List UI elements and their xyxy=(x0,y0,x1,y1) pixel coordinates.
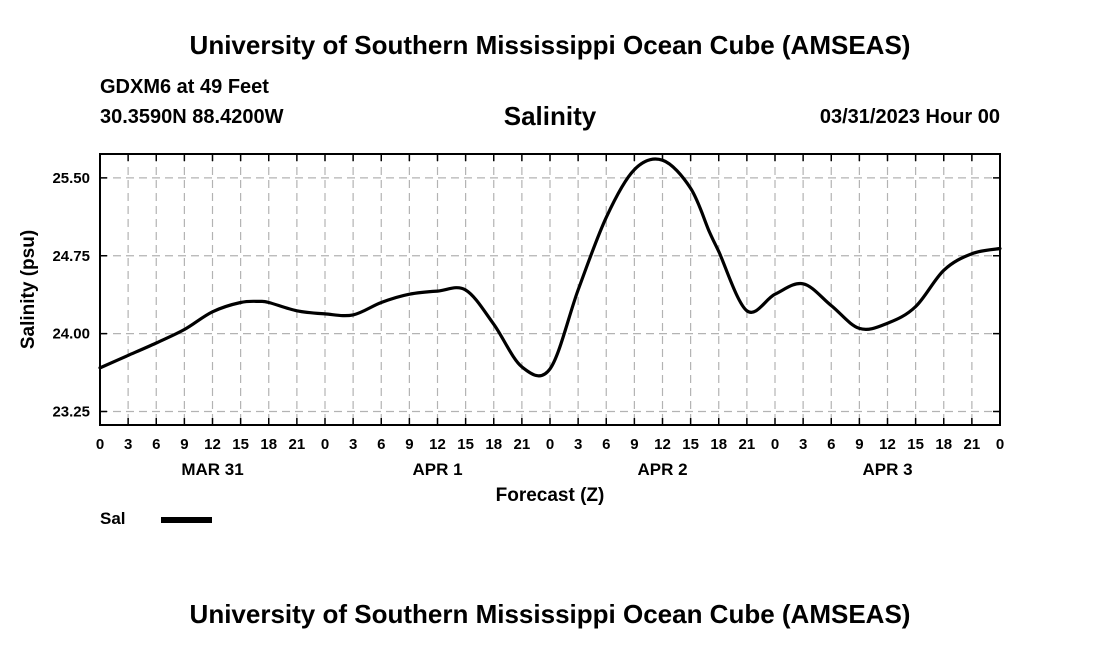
day-label: MAR 31 xyxy=(181,460,243,479)
y-axis-title: Salinity (psu) xyxy=(18,230,39,349)
x-tick-label: 0 xyxy=(96,436,104,453)
x-tick-label: 18 xyxy=(710,436,727,453)
series-line-sal xyxy=(98,157,1002,378)
day-label: APR 1 xyxy=(412,460,462,479)
day-label: APR 3 xyxy=(862,460,912,479)
x-tick-label: 3 xyxy=(124,436,132,453)
coordinates-label: 30.3590N 88.4200W xyxy=(100,106,284,128)
x-tick-label: 12 xyxy=(204,436,221,453)
run-time-label: 03/31/2023 Hour 00 xyxy=(819,106,1000,128)
x-tick-label: 9 xyxy=(630,436,638,453)
x-tick-label: 9 xyxy=(855,436,863,453)
x-tick-label: 12 xyxy=(429,436,446,453)
x-tick-label: 3 xyxy=(349,436,357,453)
x-tick-label: 6 xyxy=(377,436,385,453)
x-tick-label: 0 xyxy=(996,436,1004,453)
x-tick-label: 3 xyxy=(574,436,582,453)
x-tick-label: 6 xyxy=(152,436,160,453)
plot-frame xyxy=(99,153,1001,426)
grid-lines xyxy=(100,154,1000,425)
x-tick-label: 21 xyxy=(289,436,306,453)
station-label: GDXM6 at 49 Feet xyxy=(100,76,269,98)
x-tick-label: 18 xyxy=(260,436,277,453)
chart-title: Salinity xyxy=(503,101,597,131)
x-tick-label: 21 xyxy=(514,436,531,453)
x-tick-label: 15 xyxy=(232,436,249,453)
x-tick-label: 12 xyxy=(654,436,671,453)
x-tick-label: 15 xyxy=(907,436,924,453)
x-tick-label: 9 xyxy=(405,436,413,453)
y-tick-label: 23.25 xyxy=(52,404,90,421)
footer-title: University of Southern Mississippi Ocean… xyxy=(189,599,911,629)
x-tick-label: 21 xyxy=(739,436,756,453)
x-tick-label: 18 xyxy=(485,436,502,453)
y-tick-label: 24.75 xyxy=(52,248,90,265)
day-label: APR 2 xyxy=(637,460,687,479)
x-axis-title: Forecast (Z) xyxy=(496,485,605,506)
x-tick-label: 15 xyxy=(682,436,699,453)
axis-labels: 0 3 6 9 12 15 18 21 0 3 6 9 12 15 18 21 0 3 6 9 12 15 18 21 0 3 6 9… xyxy=(52,170,1004,479)
x-tick-label: 0 xyxy=(771,436,779,453)
x-tick-label: 3 xyxy=(799,436,807,453)
x-tick-label: 9 xyxy=(180,436,188,453)
legend-line-swatch xyxy=(161,517,212,523)
x-tick-label: 0 xyxy=(546,436,554,453)
x-tick-label: 6 xyxy=(827,436,835,453)
y-tick-label: 24.00 xyxy=(52,326,90,343)
x-tick-label: 0 xyxy=(321,436,329,453)
x-tick-label: 6 xyxy=(602,436,610,453)
legend-label: Sal xyxy=(100,509,126,528)
x-tick-label: 21 xyxy=(964,436,981,453)
x-tick-label: 18 xyxy=(935,436,952,453)
page-title: University of Southern Mississippi Ocean… xyxy=(189,30,911,60)
x-tick-label: 15 xyxy=(457,436,474,453)
x-tick-label: 12 xyxy=(879,436,896,453)
y-tick-label: 25.50 xyxy=(52,170,90,187)
